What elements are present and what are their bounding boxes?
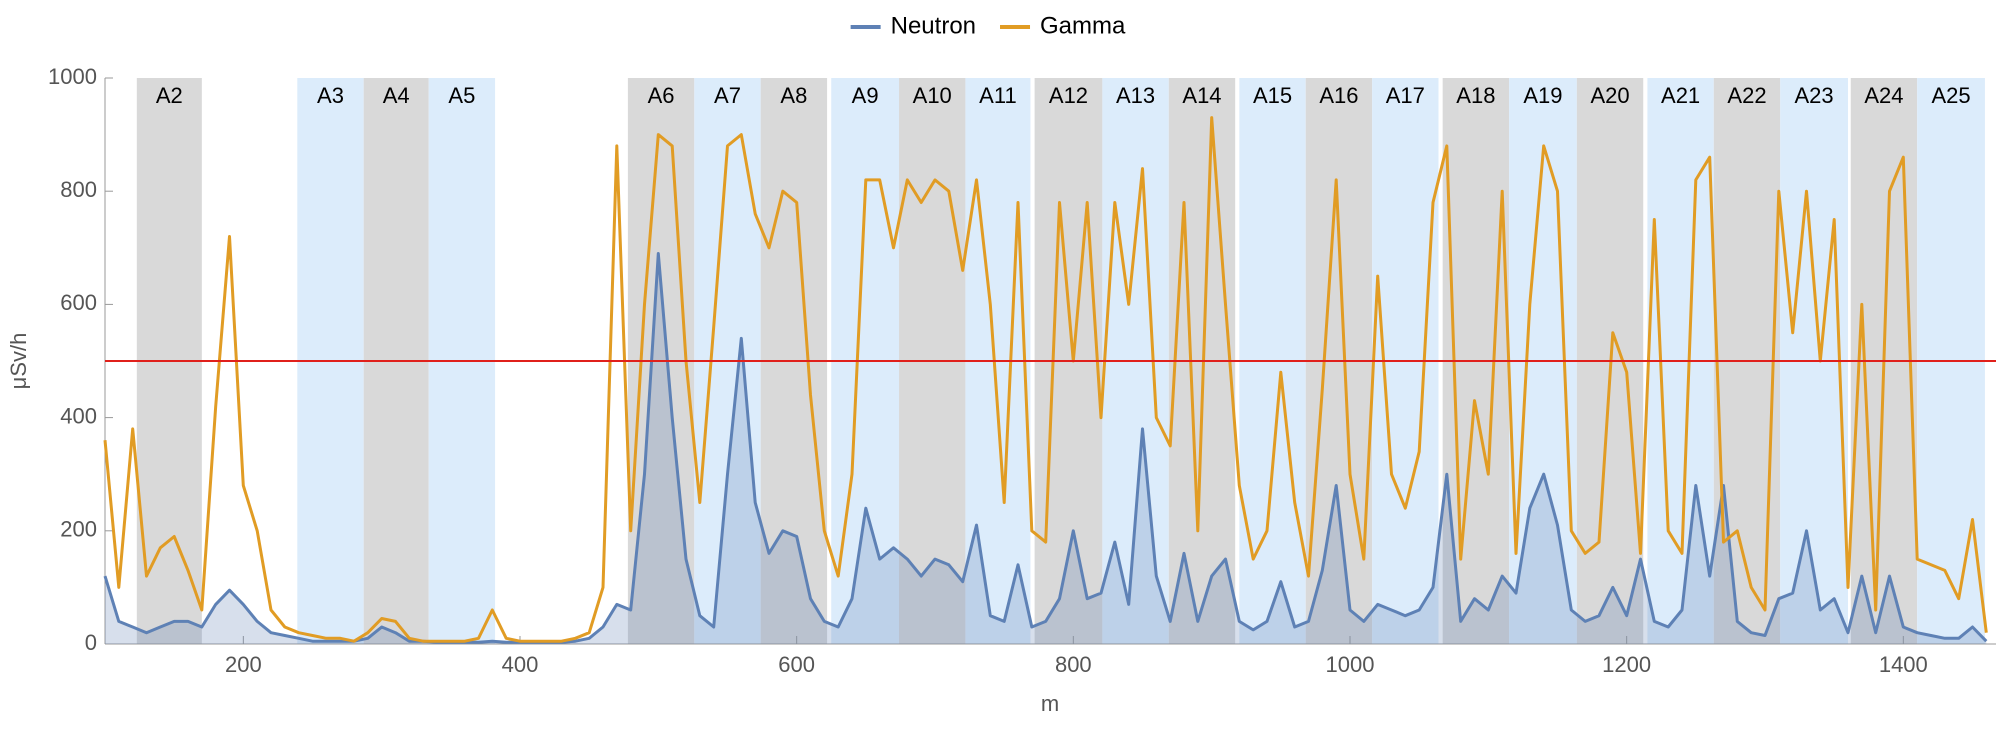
x-tick-label: 600 — [778, 652, 815, 677]
x-tick-label: 1400 — [1879, 652, 1928, 677]
x-tick-label: 1000 — [1326, 652, 1375, 677]
legend-item: Neutron — [850, 12, 976, 39]
y-tick-label: 400 — [60, 403, 97, 428]
zone-label: A17 — [1386, 83, 1425, 108]
zone-label: A16 — [1319, 83, 1358, 108]
zone-label: A25 — [1931, 83, 1970, 108]
y-tick-label: 600 — [60, 290, 97, 315]
zone-label: A9 — [852, 83, 879, 108]
x-tick-label: 400 — [502, 652, 539, 677]
zone-label: A21 — [1661, 83, 1700, 108]
zone-label: A22 — [1727, 83, 1766, 108]
y-axis-label: μSv/h — [6, 333, 31, 390]
series-area — [105, 253, 1987, 644]
zone-label: A4 — [383, 83, 410, 108]
zone-label: A12 — [1049, 83, 1088, 108]
zone-label: A20 — [1590, 83, 1629, 108]
legend-item: Gamma — [1000, 12, 1126, 39]
zone-label: A18 — [1456, 83, 1495, 108]
zone-label: A24 — [1864, 83, 1903, 108]
zone-label: A19 — [1523, 83, 1562, 108]
zone-label: A8 — [780, 83, 807, 108]
series-line — [103, 116, 1988, 643]
zone-label: A11 — [979, 83, 1017, 108]
zone-label: A6 — [648, 83, 675, 108]
zone-label: A5 — [448, 83, 475, 108]
legend-label: Neutron — [891, 12, 976, 39]
zone-label: A15 — [1253, 83, 1292, 108]
zone-label: A2 — [156, 83, 183, 108]
x-tick-label: 1200 — [1602, 652, 1651, 677]
zone-label: A3 — [317, 83, 344, 108]
zone-label: A23 — [1795, 83, 1834, 108]
zone-label: A7 — [714, 83, 741, 108]
x-tick-label: 800 — [1055, 652, 1092, 677]
x-tick-label: 200 — [225, 652, 262, 677]
zone-label: A14 — [1182, 83, 1221, 108]
y-tick-label: 0 — [85, 630, 97, 655]
y-tick-label: 1000 — [48, 64, 97, 89]
legend-label: Gamma — [1040, 12, 1126, 39]
y-tick-label: 800 — [60, 177, 97, 202]
y-tick-label: 200 — [60, 517, 97, 542]
zone-label: A13 — [1116, 83, 1155, 108]
zone-label: A10 — [913, 83, 952, 108]
x-axis-label: m — [1041, 691, 1059, 716]
